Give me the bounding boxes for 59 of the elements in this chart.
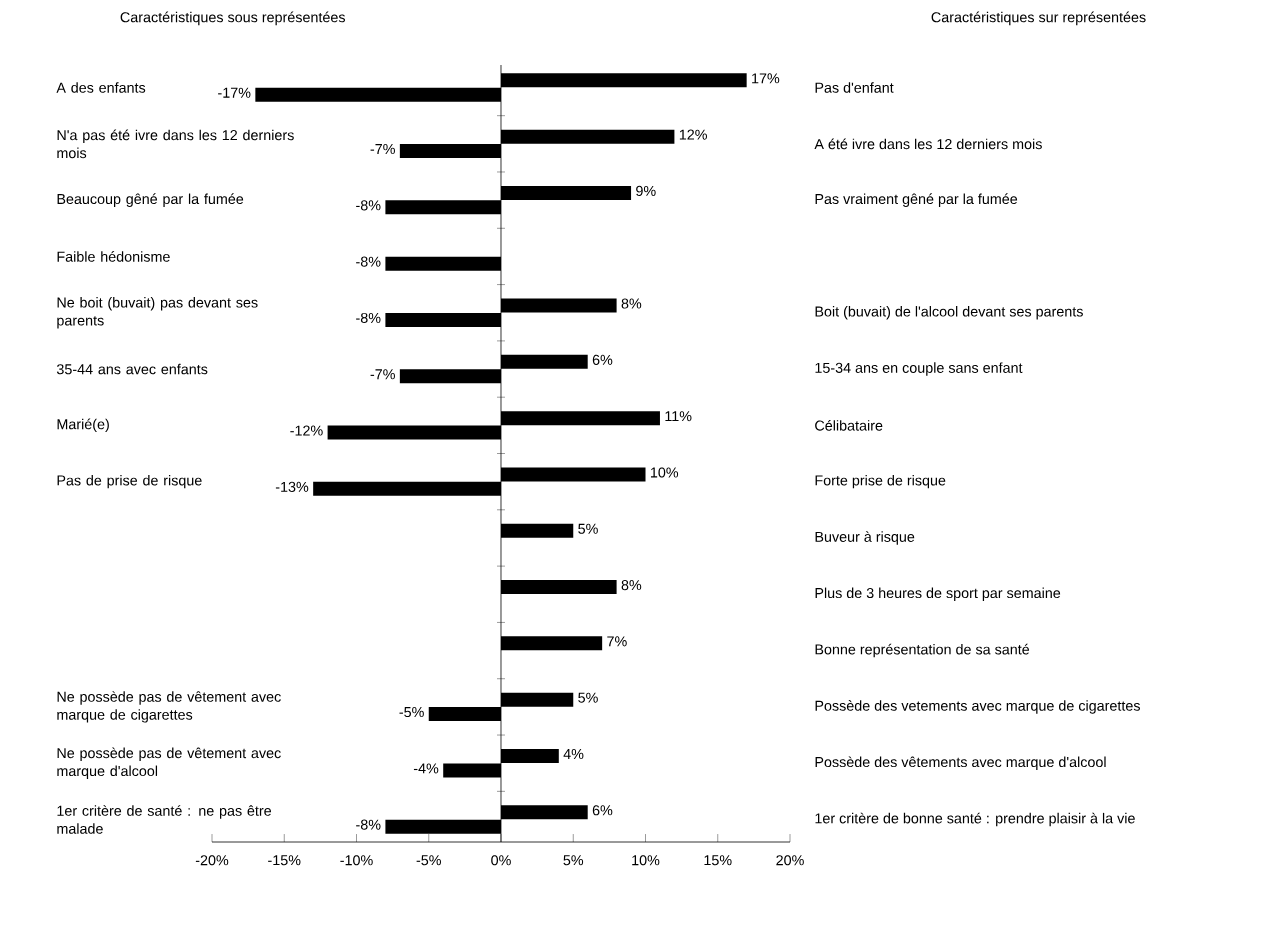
y2-tick-label: Forte prise de risque <box>815 474 946 489</box>
x-tick-label: 5% <box>563 855 584 866</box>
data-label: 5% <box>578 692 598 703</box>
x-tick-label: 10% <box>632 855 660 866</box>
data-label: -12% <box>290 425 323 436</box>
text: Caractéristiques sous représentées <box>120 11 346 26</box>
y-tick-label: N'a pas été ivre dans les 12 derniers mois <box>57 129 294 159</box>
data-label: -8% <box>356 312 381 323</box>
y2-tick-label: Possède des vetements avec marque de cigarettes <box>815 700 1141 714</box>
data-label: -7% <box>370 369 395 380</box>
x-tick-label: -15% <box>268 855 301 866</box>
y-tick-label: A des enfants <box>56 82 146 93</box>
y-tick-label: Ne boit (buvait) pas devant ses parents <box>57 297 258 329</box>
data-label: 4% <box>563 748 584 760</box>
data-label: 9% <box>636 185 656 196</box>
data-label: 7% <box>607 636 627 647</box>
y-tick-label: Ne possède pas de vêtement avec marque de cigarettes <box>57 691 281 723</box>
data-label: -8% <box>356 200 381 211</box>
data-label: 5% <box>578 523 598 534</box>
y2-tick-label: Buveur à risque <box>815 531 915 545</box>
data-label: -4% <box>413 763 439 774</box>
y2-tick-label: Plus de 3 heures de sport par semaine <box>815 587 1061 601</box>
y2-tick-label: A été ivre dans les 12 derniers mois <box>814 138 1042 150</box>
y2-tick-label: Célibataire <box>815 420 883 431</box>
y2-tick-label: Boit (buvait) de l'alcool devant ses parents <box>815 306 1083 320</box>
data-label: -7% <box>370 144 395 155</box>
data-label: -8% <box>356 819 381 830</box>
y-tick-label: 35-44 ans avec enfants <box>56 363 208 375</box>
data-label: 6% <box>592 354 613 365</box>
data-label: 11% <box>665 411 692 422</box>
x-tick-label: 20% <box>776 855 804 866</box>
data-label: 10% <box>650 467 679 478</box>
x-tick-label: 0% <box>491 855 511 866</box>
y-tick-label: Pas de prise de risque <box>57 474 202 489</box>
data-label: 8% <box>621 580 642 591</box>
y-tick-label: Beaucoup gêné par la fumée <box>57 193 244 207</box>
y-tick-label: Faible hédonisme <box>57 251 170 262</box>
data-label: -8% <box>356 256 381 267</box>
y-tick-label: Ne possède pas de vêtement avec marque d'alcool <box>57 747 281 779</box>
data-label: -5% <box>399 707 424 718</box>
data-label: 12% <box>679 129 707 140</box>
data-label: 8% <box>621 298 642 309</box>
data-label: 6% <box>592 805 613 816</box>
data-label: -17% <box>218 87 251 98</box>
x-tick-label: 15% <box>704 855 732 866</box>
x-tick-label: -10% <box>340 855 373 866</box>
data-label: -13% <box>275 481 309 492</box>
y2-tick-label: Pas vraiment gêné par la fumée <box>815 193 1018 207</box>
text: Caractéristiques sur représentées <box>931 11 1146 26</box>
y2-tick-label: 1er critère de bonne santé : prendre plaisir à la vie <box>815 812 1135 827</box>
x-tick-label: -20% <box>195 855 229 866</box>
y-tick-label: 1er critère de santé : ne pas être malade <box>57 805 272 834</box>
y2-tick-label: Possède des vêtements avec marque d'alcool <box>815 756 1106 770</box>
y-tick-label: Marié(e) <box>57 418 109 433</box>
x-tick-label: -5% <box>416 855 441 866</box>
y2-tick-label: 15-34 ans en couple sans enfant <box>815 362 1023 376</box>
data-label: 17% <box>752 73 780 84</box>
y2-tick-label: Pas d'enfant <box>815 82 894 93</box>
y2-tick-label: Bonne représentation de sa santé <box>815 643 1030 658</box>
